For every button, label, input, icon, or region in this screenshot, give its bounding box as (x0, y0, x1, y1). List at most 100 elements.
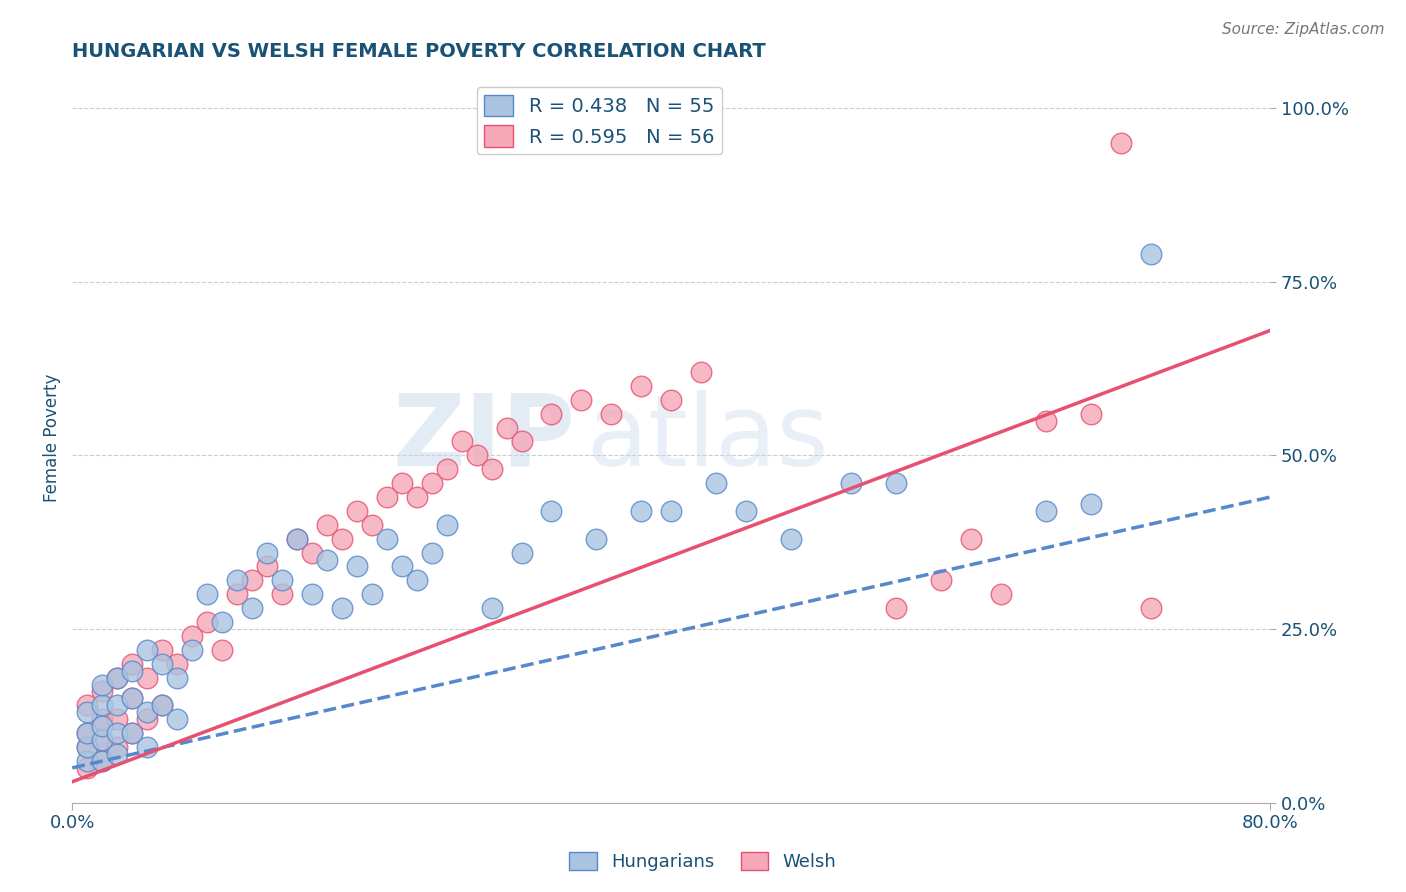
Point (960, 532, 983, 546)
Point (256, 559, 278, 574)
Point (510, 434, 533, 449)
Point (226, 587, 249, 601)
Point (839, 476, 862, 491)
Point (271, 587, 294, 601)
Point (181, 629, 204, 643)
Point (571, 392, 593, 407)
Point (1035, 414, 1057, 428)
Point (105, 698, 128, 713)
Point (121, 664, 143, 678)
Point (659, 392, 682, 407)
Point (704, 476, 727, 491)
Point (166, 712, 188, 726)
Point (256, 546, 278, 560)
Point (136, 706, 159, 720)
Point (405, 574, 427, 588)
Point (780, 532, 803, 546)
Point (450, 434, 472, 449)
Point (76, 761, 98, 775)
Point (285, 532, 308, 546)
Point (121, 726, 143, 740)
Point (211, 615, 233, 629)
Point (1139, 601, 1161, 615)
Point (91, 733, 114, 747)
Point (91, 698, 114, 713)
Point (150, 698, 173, 713)
Point (346, 559, 368, 574)
Point (436, 517, 458, 532)
Point (600, 407, 623, 421)
Point (315, 517, 337, 532)
Point (465, 449, 488, 463)
Point (76, 739, 98, 754)
Point (105, 671, 128, 685)
Point (91, 712, 114, 726)
Point (136, 671, 159, 685)
Point (211, 642, 233, 657)
Point (1080, 497, 1102, 511)
Point (121, 691, 143, 706)
Point (150, 698, 173, 713)
Point (1035, 504, 1057, 518)
Point (330, 601, 353, 615)
Point (1080, 407, 1102, 421)
Point (735, 504, 758, 518)
Point (929, 574, 952, 588)
Point (884, 601, 907, 615)
Text: atlas: atlas (588, 390, 830, 486)
Point (226, 574, 249, 588)
Point (285, 532, 308, 546)
Point (76, 726, 98, 740)
Point (360, 587, 382, 601)
Point (76, 726, 98, 740)
Text: ZIP: ZIP (392, 390, 575, 486)
Point (240, 601, 263, 615)
Point (105, 671, 128, 685)
Point (301, 546, 323, 560)
Point (105, 747, 128, 761)
Point (375, 532, 398, 546)
Point (76, 754, 98, 768)
Point (91, 754, 114, 768)
Point (420, 546, 443, 560)
Point (91, 677, 114, 691)
Point (1109, 136, 1132, 150)
Point (150, 657, 173, 671)
Point (330, 532, 353, 546)
Legend: Hungarians, Welsh: Hungarians, Welsh (562, 845, 844, 879)
Point (105, 739, 128, 754)
Point (166, 671, 188, 685)
Point (690, 365, 713, 379)
Point (360, 517, 382, 532)
Point (136, 712, 159, 726)
Point (1139, 247, 1161, 261)
Point (105, 712, 128, 726)
Point (391, 476, 413, 491)
Point (436, 462, 458, 476)
Point (375, 490, 398, 504)
Point (391, 559, 413, 574)
Point (884, 476, 907, 491)
Point (481, 601, 503, 615)
Point (195, 615, 218, 629)
Point (76, 739, 98, 754)
Point (585, 532, 607, 546)
Y-axis label: Female Poverty: Female Poverty (44, 374, 60, 502)
Point (105, 726, 128, 740)
Point (121, 691, 143, 706)
Point (540, 504, 562, 518)
Point (166, 657, 188, 671)
Point (315, 552, 337, 566)
Point (91, 684, 114, 698)
Point (136, 739, 159, 754)
Point (510, 546, 533, 560)
Point (630, 504, 652, 518)
Point (76, 706, 98, 720)
Point (240, 574, 263, 588)
Point (481, 462, 503, 476)
Text: HUNGARIAN VS WELSH FEMALE POVERTY CORRELATION CHART: HUNGARIAN VS WELSH FEMALE POVERTY CORREL… (72, 42, 766, 61)
Point (420, 476, 443, 491)
Point (540, 407, 562, 421)
Point (271, 574, 294, 588)
Point (76, 698, 98, 713)
